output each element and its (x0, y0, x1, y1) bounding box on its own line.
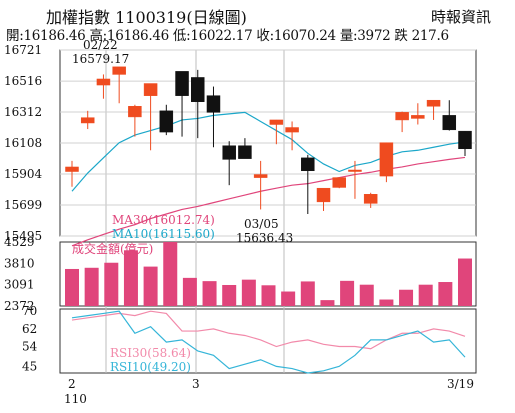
candle-body (80, 117, 95, 124)
volume-bar (143, 266, 158, 306)
high-date-label: 02/22 (83, 38, 118, 52)
volume-bar (281, 291, 296, 306)
rsi-axis-label: 62 (22, 322, 37, 336)
candle-body (128, 106, 142, 118)
candle-body (96, 78, 111, 86)
ma10-legend: MA10(16115.60) (112, 227, 215, 241)
candle-body (458, 130, 472, 150)
volume-bar (418, 284, 433, 306)
candle-body (253, 174, 268, 178)
rsi30-line (71, 310, 466, 350)
low-value-label: 15636.43 (236, 231, 293, 245)
candle-body (222, 145, 236, 160)
candle-body (65, 166, 79, 172)
chart-title: 加權指數 1100319(日線圖) (46, 8, 247, 27)
volume-bar (438, 282, 453, 306)
price-axis-label: 15904 (4, 167, 43, 181)
volume-bar (379, 299, 394, 306)
source-label: 時報資訊 (430, 8, 491, 26)
volume-bar (182, 277, 197, 306)
candle-body (238, 145, 252, 159)
rsi-axis-label: 45 (22, 359, 37, 373)
rsi-axis-label: 70 (22, 304, 37, 318)
volume-axis-label: 4529 (4, 235, 35, 249)
candle-body (426, 99, 441, 107)
candle-body (363, 194, 378, 204)
candle-body (348, 169, 362, 172)
candle-body (379, 142, 394, 177)
x-axis-tick-month-3: 3 (192, 377, 200, 391)
candle-body (175, 71, 189, 96)
volume-axis-label: 3810 (4, 256, 35, 270)
candle-body (269, 119, 284, 125)
ma10-line (71, 111, 466, 192)
candle-body (442, 115, 457, 131)
volume-bar (65, 268, 79, 306)
panel-frame-3 (59, 308, 477, 374)
price-axis-label: 15495 (4, 229, 42, 243)
ohlc-summary: 開:16186.46 高:16186.46 低:16022.17 收:16070… (6, 28, 449, 44)
x-axis-tick-last-date: 3/19 (447, 377, 474, 391)
price-axis-label: 16108 (4, 136, 42, 150)
volume-bar (320, 300, 335, 306)
price-axis-label: 16721 (4, 43, 42, 57)
volume-axis-label: 3091 (4, 278, 35, 292)
volume-label: 成交金額(億元) (72, 241, 153, 256)
candle-body (301, 157, 315, 172)
rsi-axis-label: 54 (22, 340, 38, 354)
x-axis-year-label: 110 (64, 392, 87, 406)
volume-bar (163, 242, 178, 306)
volume-bar (261, 285, 276, 306)
volume-bar (340, 280, 355, 306)
volume-bar (84, 267, 99, 306)
price-axis-label: 15699 (4, 198, 42, 212)
volume-bar (202, 281, 217, 306)
candle-body (159, 110, 174, 133)
volume-bar (222, 284, 237, 306)
volume-bar (300, 281, 315, 306)
candle-body (285, 127, 299, 133)
volume-bar (104, 262, 119, 306)
volume-bar (359, 284, 374, 306)
candle-body (191, 77, 205, 102)
price-axis-label: 16312 (4, 105, 42, 119)
volume-bar (458, 258, 472, 306)
candle-body (316, 187, 331, 203)
candle-body (411, 115, 425, 119)
candle-body (332, 177, 346, 188)
high-value-label: 16579.17 (72, 52, 129, 66)
candle-body (112, 66, 126, 75)
rsi10-legend: RSI10(49.20) (110, 360, 191, 374)
rsi10-line (71, 310, 466, 374)
volume-bar (241, 279, 256, 306)
volume-axis-label: 2372 (4, 299, 35, 313)
candle-body (143, 83, 158, 96)
price-axis-label: 16516 (4, 74, 42, 88)
x-axis-tick-month-2: 2 (68, 377, 76, 391)
rsi30-legend: RSI30(58.64) (110, 346, 191, 360)
volume-bar (399, 289, 414, 306)
candle-body (206, 95, 221, 113)
volume-bar (123, 250, 138, 306)
low-date-label: 03/05 (244, 217, 279, 231)
ma30-legend: MA30(16012.74) (112, 213, 215, 227)
candle-body (395, 112, 409, 121)
ma30-line (71, 156, 466, 247)
